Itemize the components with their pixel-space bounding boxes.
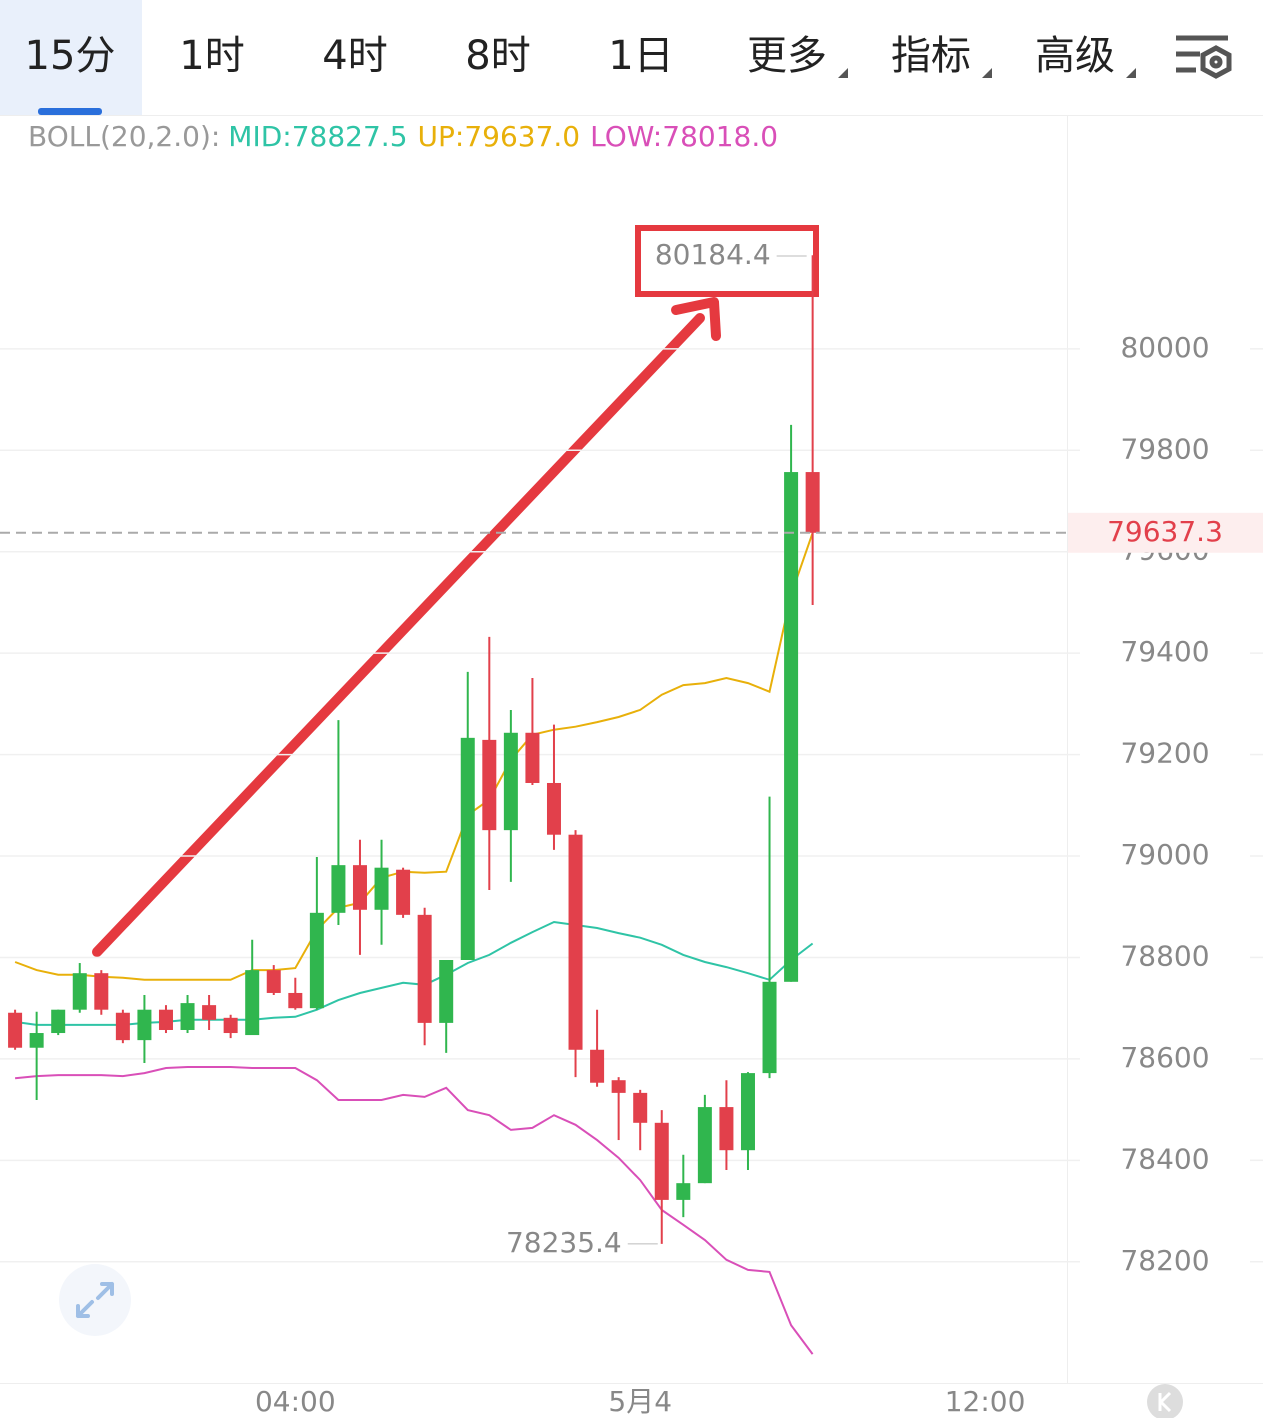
candle-body [568,834,583,1050]
candle-body [352,865,367,910]
candle-body [245,970,260,1036]
legend-name: UP: [418,120,465,153]
candle-body [29,1033,44,1048]
candle-body [482,739,497,831]
tab[interactable]: 15分 [25,33,116,79]
candle-body [805,472,820,533]
candle-body [8,1012,23,1048]
candle-body [51,1009,66,1034]
x-tick-label: 5月4 [608,1385,672,1418]
candle-body [697,1107,712,1184]
candle-body [180,1003,195,1030]
y-tick-label: 79200 [1120,737,1209,770]
candle-body [590,1049,605,1083]
legend-name: LOW: [590,120,662,153]
dropdown-carets [838,68,1136,78]
y-tick-label: 79800 [1120,432,1209,465]
legend-value: 78827.5 [292,120,408,153]
candle-body [288,992,303,1009]
candle-body [525,732,540,783]
annotation [92,225,819,957]
candle-body [309,912,324,1009]
candle-body [633,1092,648,1123]
candle-body [762,981,777,1074]
y-tick-label: 80000 [1120,331,1209,364]
tab[interactable]: 8时 [465,33,530,79]
tab[interactable]: 4时 [322,33,387,79]
tab[interactable]: 1时 [179,33,244,79]
candle-body [331,865,346,913]
price-label: 79637.3 [1107,515,1223,548]
active-tab-bg [0,0,142,115]
tab[interactable]: 指标 [891,33,971,79]
x-tick-label: 12:00 [945,1385,1026,1418]
high-label: 80184.4 [655,238,771,271]
candle-body [654,1122,669,1200]
candle-body [396,869,411,915]
candle-body [417,914,432,1023]
boll-line [14,532,814,981]
candle-body [158,1009,173,1030]
y-tick-label: 79000 [1120,838,1209,871]
candle-body [460,737,475,960]
tab[interactable]: 更多 [747,33,827,79]
boll-line [15,1066,814,1355]
candle-body [202,1005,217,1020]
settings-icon[interactable] [1176,35,1232,79]
candle-body [137,1009,152,1041]
y-tick-label: 79400 [1120,635,1209,668]
candle-body [611,1080,626,1093]
y-tick-label: 78600 [1120,1041,1209,1074]
candle-body [115,1012,130,1041]
y-tick-label: 78200 [1120,1244,1209,1277]
y-tick-label: 78400 [1120,1142,1209,1175]
candle-body [740,1073,755,1151]
tab[interactable]: 1日 [608,33,673,79]
legend-value: 79637.0 [464,120,580,153]
candle-body [784,472,799,982]
k-button[interactable] [1147,1384,1183,1418]
y-tick-label: 78800 [1120,939,1209,972]
indicator-legend: BOLL(20,2.0): MID:78827.5 UP:79637.0 LOW:78… [28,120,778,153]
tab[interactable]: 高级 [1035,33,1115,79]
low-label: 78235.4 [506,1226,622,1259]
candle-body [223,1017,238,1034]
legend-value: 78018.0 [662,120,778,153]
indicator-name: BOLL(20,2.0): [28,120,220,153]
active-tab-underline [38,108,102,115]
expand-button[interactable] [59,1264,131,1336]
candle-body [676,1183,691,1200]
candle-body [266,970,281,993]
candle-body [719,1107,734,1151]
candle-body [374,867,389,910]
candle-body [503,732,518,831]
price-label-bg [1068,512,1263,553]
candle-body [439,959,454,1023]
boll-line [14,920,814,1026]
legend-name: MID: [228,120,291,153]
candle-body [72,973,87,1010]
x-tick-label: 04:00 [255,1385,336,1418]
candle-body [94,973,109,1010]
candle-body [546,782,561,835]
